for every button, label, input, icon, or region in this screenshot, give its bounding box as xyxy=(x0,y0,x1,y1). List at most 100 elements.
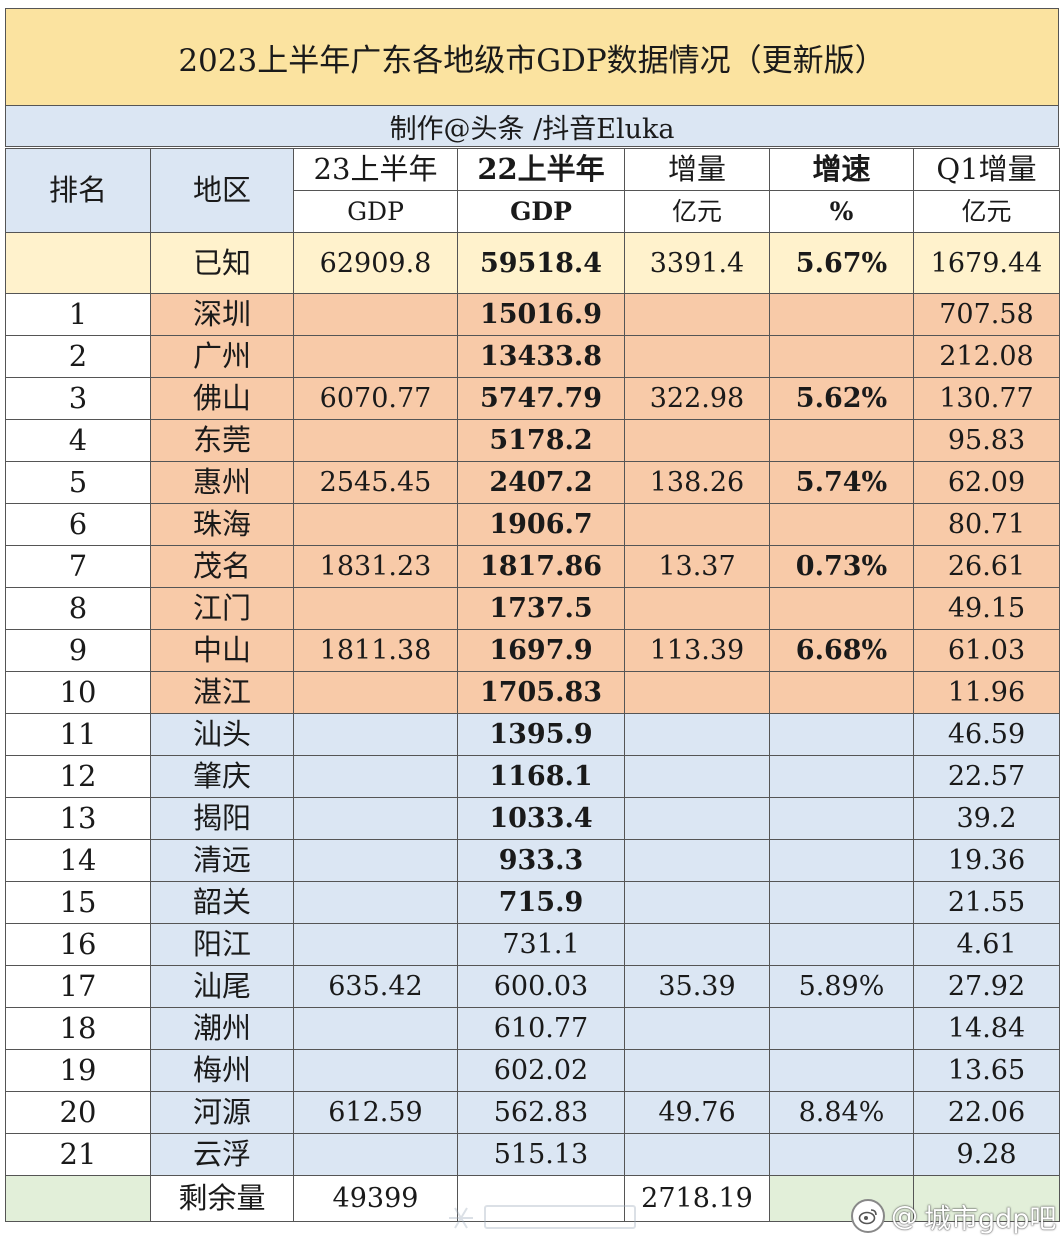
remaining-gdp22-cell xyxy=(457,1175,625,1222)
rank-cell: 12 xyxy=(5,755,151,798)
rank-cell: 17 xyxy=(5,965,151,1008)
gdp22-cell: 1033.4 xyxy=(457,797,625,840)
city-name-cell: 河源 xyxy=(150,1091,294,1134)
city-row: 17 汕尾 635.42 600.03 35.39 5.89% 27.92 xyxy=(5,965,1060,1008)
header-gdp22-top: 22上半年 xyxy=(457,148,625,191)
known-gdp22: 59518.4 xyxy=(457,232,625,294)
gdp23-cell xyxy=(293,1133,458,1176)
remaining-gdp23: 49399 xyxy=(293,1175,458,1222)
city-name-cell: 佛山 xyxy=(150,377,294,420)
rank-cell: 2 xyxy=(5,335,151,378)
gdp23-cell xyxy=(293,503,458,546)
growth-rate-cell: 5.89% xyxy=(769,965,914,1008)
city-row: 15 韶关 715.9 21.55 xyxy=(5,881,1060,924)
increment-cell xyxy=(624,419,770,462)
gdp22-cell: 515.13 xyxy=(457,1133,625,1176)
sheet-title: 2023上半年广东各地级市GDP数据情况（更新版） xyxy=(5,8,1059,106)
city-row: 10 湛江 1705.83 11.96 xyxy=(5,671,1060,714)
city-name-cell: 东莞 xyxy=(150,419,294,462)
gdp23-cell: 6070.77 xyxy=(293,377,458,420)
city-row: 21 云浮 515.13 9.28 xyxy=(5,1133,1060,1176)
city-name-cell: 湛江 xyxy=(150,671,294,714)
rank-cell: 13 xyxy=(5,797,151,840)
gdp23-cell: 635.42 xyxy=(293,965,458,1008)
increment-cell xyxy=(624,503,770,546)
city-row: 4 东莞 5178.2 95.83 xyxy=(5,419,1060,462)
city-row: 5 惠州 2545.45 2407.2 138.26 5.74% 62.09 xyxy=(5,461,1060,504)
gdp22-cell: 933.3 xyxy=(457,839,625,882)
gdp22-cell: 15016.9 xyxy=(457,293,625,336)
city-name-cell: 珠海 xyxy=(150,503,294,546)
q1-increment-cell: 11.96 xyxy=(913,671,1060,714)
increment-cell xyxy=(624,881,770,924)
q1-increment-cell: 95.83 xyxy=(913,419,1060,462)
increment-cell xyxy=(624,671,770,714)
gdp23-cell: 612.59 xyxy=(293,1091,458,1134)
known-rank-cell xyxy=(5,232,151,294)
growth-rate-cell: 8.84% xyxy=(769,1091,914,1134)
gdp23-cell xyxy=(293,419,458,462)
growth-rate-cell xyxy=(769,797,914,840)
city-name-cell: 韶关 xyxy=(150,881,294,924)
q1-increment-cell: 13.65 xyxy=(913,1049,1060,1092)
gdp23-cell xyxy=(293,293,458,336)
gdp22-cell: 5178.2 xyxy=(457,419,625,462)
weibo-watermark: @ 城市gdp吧 xyxy=(851,1198,1056,1235)
rank-cell: 9 xyxy=(5,629,151,672)
gdp23-cell xyxy=(293,839,458,882)
city-row: 19 梅州 602.02 13.65 xyxy=(5,1049,1060,1092)
increment-cell xyxy=(624,923,770,966)
rank-cell: 15 xyxy=(5,881,151,924)
increment-cell xyxy=(624,1049,770,1092)
header-row-top: 排名 地区 23上半年 22上半年 增量 增速 Q1增量 xyxy=(5,148,1060,233)
known-gdp23: 62909.8 xyxy=(293,232,458,294)
city-name-cell: 广州 xyxy=(150,335,294,378)
increment-cell xyxy=(624,335,770,378)
q1-increment-cell: 130.77 xyxy=(913,377,1060,420)
rank-cell: 19 xyxy=(5,1049,151,1092)
growth-rate-cell xyxy=(769,419,914,462)
gdp-table: 排名 地区 23上半年 22上半年 增量 增速 Q1增量 GDP GDP 亿元 … xyxy=(5,148,1060,1222)
rank-cell: 18 xyxy=(5,1007,151,1050)
growth-rate-cell xyxy=(769,335,914,378)
weibo-logo-icon xyxy=(851,1199,885,1233)
gdp23-cell xyxy=(293,671,458,714)
growth-rate-cell xyxy=(769,1133,914,1176)
gdp23-cell xyxy=(293,797,458,840)
rank-cell: 14 xyxy=(5,839,151,882)
growth-rate-cell xyxy=(769,587,914,630)
city-name-cell: 茂名 xyxy=(150,545,294,588)
city-row: 14 清远 933.3 19.36 xyxy=(5,839,1060,882)
header-row-bottom: GDP GDP 亿元 % 亿元 xyxy=(6,190,1060,233)
city-name-cell: 汕头 xyxy=(150,713,294,756)
city-name-cell: 惠州 xyxy=(150,461,294,504)
growth-rate-cell: 5.62% xyxy=(769,377,914,420)
increment-cell xyxy=(624,293,770,336)
city-row: 1 深圳 15016.9 707.58 xyxy=(5,293,1060,336)
header-region: 地区 xyxy=(150,148,294,233)
remaining-label: 剩余量 xyxy=(150,1175,294,1222)
gdp22-cell: 610.77 xyxy=(457,1007,625,1050)
q1-increment-cell: 4.61 xyxy=(913,923,1060,966)
known-total-row: 已知 62909.8 59518.4 3391.4 5.67% 1679.44 xyxy=(5,232,1060,294)
city-row: 8 江门 1737.5 49.15 xyxy=(5,587,1060,630)
q1-increment-cell: 27.92 xyxy=(913,965,1060,1008)
gdp22-cell: 1906.7 xyxy=(457,503,625,546)
header-gdp23-unit: GDP xyxy=(293,190,458,233)
gdp22-cell: 602.02 xyxy=(457,1049,625,1092)
q1-increment-cell: 21.55 xyxy=(913,881,1060,924)
rank-cell: 20 xyxy=(5,1091,151,1134)
q1-increment-cell: 14.84 xyxy=(913,1007,1060,1050)
city-row: 3 佛山 6070.77 5747.79 322.98 5.62% 130.77 xyxy=(5,377,1060,420)
rank-cell: 21 xyxy=(5,1133,151,1176)
gdp22-cell: 1168.1 xyxy=(457,755,625,798)
gdp23-cell xyxy=(293,713,458,756)
gdp22-cell: 731.1 xyxy=(457,923,625,966)
city-row: 20 河源 612.59 562.83 49.76 8.84% 22.06 xyxy=(5,1091,1060,1134)
rank-cell: 3 xyxy=(5,377,151,420)
gdp23-cell xyxy=(293,923,458,966)
gdp22-cell: 1817.86 xyxy=(457,545,625,588)
header-increment-top: 增量 xyxy=(624,148,770,191)
city-name-cell: 肇庆 xyxy=(150,755,294,798)
gdp23-cell xyxy=(293,335,458,378)
